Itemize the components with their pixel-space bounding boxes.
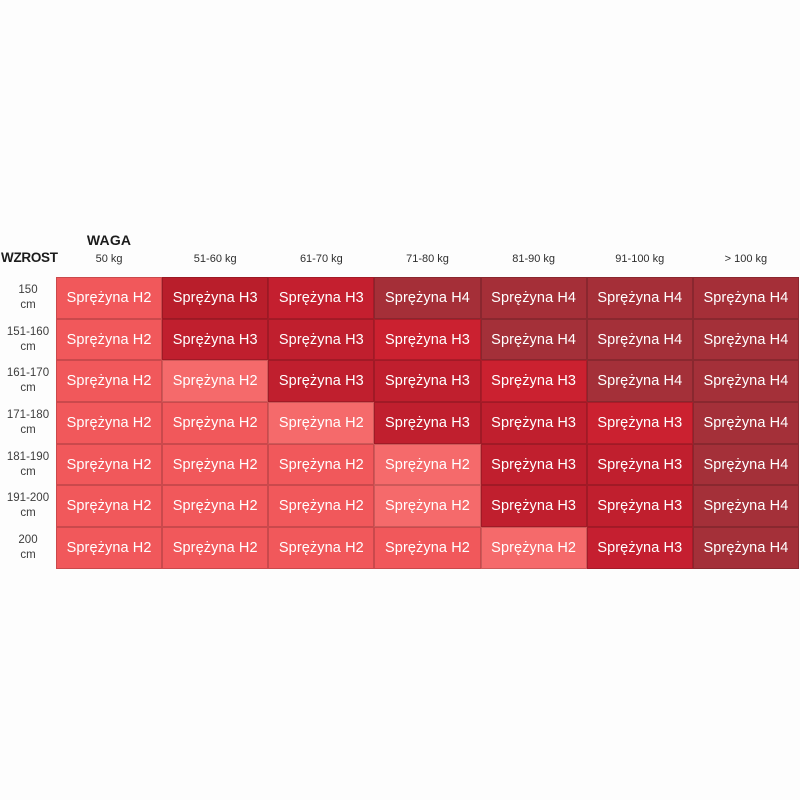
grid-cell: Sprężyna H3 <box>268 360 375 403</box>
column-header-4: 71-80 kg <box>406 253 449 265</box>
row-header-value: 151-160 <box>6 325 50 338</box>
grid-cell: Sprężyna H2 <box>268 402 375 444</box>
row-header-unit: cm <box>20 548 36 561</box>
row-header-4: 171-180 cm <box>0 402 56 444</box>
grid-cell: Sprężyna H4 <box>374 277 481 319</box>
grid-cell: Sprężyna H3 <box>586 527 693 569</box>
grid-cell: Sprężyna H2 <box>268 485 375 528</box>
grid-cell: Sprężyna H4 <box>692 318 799 361</box>
grid-cell: Sprężyna H3 <box>480 443 587 486</box>
row-header-value: 171-180 <box>6 408 50 421</box>
column-header-7: > 100 kg <box>724 253 768 265</box>
grid-cell: Sprężyna H2 <box>268 443 375 486</box>
grid-cell: Sprężyna H2 <box>374 443 481 486</box>
grid-cell: Sprężyna H4 <box>692 360 799 403</box>
grid-cell: Sprężyna H4 <box>586 360 693 403</box>
grid-cell: Sprężyna H3 <box>480 485 587 528</box>
grid-cell: Sprężyna H4 <box>692 485 799 528</box>
row-header-value: 161-170 <box>6 367 50 380</box>
grid-cell: Sprężyna H3 <box>268 318 375 361</box>
row-header-5: 181-190 cm <box>0 444 56 486</box>
grid-cell: Sprężyna H2 <box>56 360 163 403</box>
column-header-1: 50 kg <box>95 253 123 265</box>
grid-cell: Sprężyna H4 <box>692 402 799 444</box>
row-header-1: 150 cm <box>0 277 56 319</box>
grid-cell: Sprężyna H2 <box>56 402 163 444</box>
grid-cell: Sprężyna H3 <box>374 318 481 361</box>
grid-cell: Sprężyna H4 <box>586 277 693 319</box>
grid-cell: Sprężyna H2 <box>374 485 481 528</box>
weight-axis-title: WAGA <box>86 232 132 248</box>
grid-cell: Sprężyna H2 <box>56 443 163 486</box>
grid-cell: Sprężyna H4 <box>480 318 587 361</box>
row-header-unit: cm <box>20 423 36 436</box>
row-header-unit: cm <box>20 465 36 478</box>
row-header-unit: cm <box>20 340 36 353</box>
row-header-unit: cm <box>20 507 36 520</box>
grid-cell: Sprężyna H4 <box>692 277 799 319</box>
row-header-2: 151-160 cm <box>0 319 56 361</box>
row-header-unit: cm <box>20 382 36 395</box>
grid-cell: Sprężyna H3 <box>268 277 375 319</box>
column-header-6: 91-100 kg <box>615 253 665 265</box>
grid-cell: Sprężyna H3 <box>480 402 587 444</box>
spring-size-chart: WAGA WZROST 50 kg 51-60 kg 61-70 kg 71-80 k… <box>0 232 799 569</box>
grid-cell: Sprężyna H3 <box>480 360 587 403</box>
grid-cell: Sprężyna H4 <box>692 527 799 569</box>
column-header-3: 61-70 kg <box>299 253 343 265</box>
row-header-6: 191-200 cm <box>0 485 56 527</box>
column-header-5: 81-90 kg <box>512 253 556 265</box>
row-header-7: 200 cm <box>0 527 56 569</box>
row-header-unit: cm <box>20 298 36 311</box>
grid-cell: Sprężyna H2 <box>480 527 587 569</box>
grid-cell: Sprężyna H4 <box>692 443 799 486</box>
weight-axis-header-row: WAGA <box>0 232 799 249</box>
row-header-value: 181-190 <box>6 450 50 463</box>
grid-cell: Sprężyna H2 <box>56 485 163 528</box>
grid-cell: Sprężyna H3 <box>374 402 481 444</box>
row-header-value: 200 <box>18 534 38 547</box>
size-grid: 150 cm Sprężyna H2 Sprężyna H3 Sprężyna H3 Sp… <box>0 277 799 569</box>
row-header-value: 150 <box>18 283 38 296</box>
grid-cell: Sprężyna H3 <box>162 277 269 319</box>
grid-cell: Sprężyna H2 <box>162 527 269 569</box>
grid-cell: Sprężyna H3 <box>586 443 693 486</box>
column-header-2: 51-60 kg <box>193 253 237 265</box>
grid-cell: Sprężyna H2 <box>56 318 163 361</box>
grid-cell: Sprężyna H2 <box>162 485 269 528</box>
grid-cell: Sprężyna H2 <box>162 402 269 444</box>
height-axis-title: WZROST <box>1 249 58 265</box>
grid-cell: Sprężyna H2 <box>162 443 269 486</box>
grid-cell: Sprężyna H3 <box>374 360 481 403</box>
row-header-value: 191-200 <box>6 492 50 505</box>
grid-cell: Sprężyna H2 <box>56 527 163 569</box>
column-headers-row: WZROST 50 kg 51-60 kg 61-70 kg 71-80 kg 81-9… <box>0 249 799 269</box>
row-header-3: 161-170 cm <box>0 360 56 402</box>
grid-cell: Sprężyna H2 <box>374 527 481 569</box>
grid-cell: Sprężyna H2 <box>268 527 375 569</box>
grid-cell: Sprężyna H3 <box>586 485 693 528</box>
grid-cell: Sprężyna H4 <box>480 277 587 319</box>
grid-cell: Sprężyna H2 <box>56 277 163 319</box>
grid-cell: Sprężyna H3 <box>586 402 693 444</box>
grid-cell: Sprężyna H3 <box>162 318 269 361</box>
grid-cell: Sprężyna H2 <box>162 360 269 403</box>
grid-cell: Sprężyna H4 <box>586 318 693 361</box>
